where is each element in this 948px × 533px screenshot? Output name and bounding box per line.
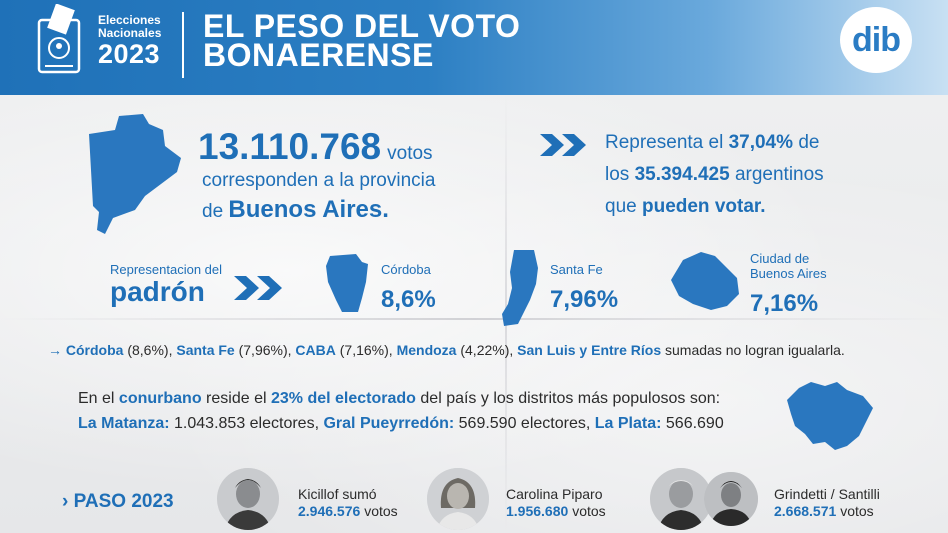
note-province: San Luis — [517, 342, 576, 358]
district-name: La Plata: — [594, 415, 662, 432]
conurbano-bold: 23% del electorado — [270, 390, 416, 407]
padron-label-big: padrón — [110, 276, 205, 307]
election-year: 2023 — [98, 39, 161, 69]
province-name-santa-fe: Santa Fe — [550, 262, 603, 277]
candidate-votes-unit: votos — [840, 503, 874, 519]
candidate-votes: 2.668.571 votos — [774, 503, 874, 519]
represents-line1: Representa el 37,04% de — [605, 132, 819, 154]
votes-line3: de Buenos Aires. — [202, 196, 389, 224]
note-province: Entre Ríos — [591, 342, 662, 358]
note-value: (7,16%), — [339, 342, 393, 358]
header-banner: Elecciones Nacionales 2023 EL PESO DEL V… — [0, 0, 948, 95]
paso-label: › PASO 2023 — [62, 491, 174, 513]
person-icon — [427, 468, 489, 530]
represents-pct: 37,04% — [728, 132, 794, 153]
represents-text: de — [798, 132, 820, 153]
candidate-name: Grindetti / Santilli — [774, 486, 880, 502]
note-province: CABA — [295, 342, 336, 358]
votes-line3-prefix: de — [202, 201, 224, 222]
candidate-votes-number: 2.668.571 — [774, 503, 837, 519]
represents-text: los — [605, 164, 630, 185]
note-province: Mendoza — [396, 342, 457, 358]
votes-number: 13.110.768 — [198, 126, 382, 167]
conurbano-text: del país y los distritos más populosos s… — [420, 390, 721, 407]
represents-line3: que pueden votar. — [605, 196, 766, 218]
header-divider — [182, 12, 184, 78]
votes-province: Buenos Aires. — [228, 196, 389, 223]
note-value: (8,6%), — [127, 342, 173, 358]
province-pct-caba: 7,16% — [750, 290, 819, 317]
santa-fe-map-icon — [502, 250, 538, 326]
candidate-votes-unit: votos — [364, 503, 398, 519]
person-icon — [704, 472, 758, 526]
avatar-santilli — [704, 472, 758, 526]
represents-text: Representa el — [605, 132, 724, 153]
paper-fold-horizontal — [0, 318, 948, 320]
district-name: La Matanza: — [78, 415, 170, 432]
note-province: Santa Fe — [176, 342, 235, 358]
note-conjunction: y — [579, 342, 588, 358]
represents-bold: pueden votar. — [641, 196, 766, 217]
ballot-box-icon — [37, 4, 81, 74]
note-province: Córdoba — [65, 342, 124, 358]
candidate-name: Carolina Piparo — [506, 486, 603, 502]
chevron-right-icon: › — [62, 491, 69, 512]
candidate-votes-number: 2.946.576 — [298, 503, 361, 519]
caba-name-line2: Buenos Aires — [750, 266, 827, 281]
padron-label-small: Representacion del — [110, 262, 223, 277]
arrow-right-icon: → — [48, 342, 62, 358]
double-chevron-icon — [540, 134, 586, 156]
candidate-votes-unit: votos — [572, 503, 606, 519]
conurbano-bold: conurbano — [118, 390, 202, 407]
page-title: EL PESO DEL VOTO BONAERENSE — [203, 8, 521, 73]
candidate-votes: 2.946.576 votos — [298, 503, 398, 519]
represents-text: argentinos — [734, 164, 824, 185]
conurbano-map-icon — [787, 382, 873, 450]
avatar-grindetti — [650, 468, 712, 530]
candidate-votes-number: 1.956.680 — [506, 503, 569, 519]
paso-text: PASO 2023 — [73, 491, 174, 512]
candidate-name: Kicillof sumó — [298, 486, 377, 502]
conurbano-text: En el — [78, 390, 115, 407]
cordoba-map-icon — [326, 254, 368, 312]
district-name: Gral Pueyrredón: — [323, 415, 455, 432]
votes-unit: votos — [387, 143, 433, 164]
caba-map-icon — [671, 252, 739, 310]
avatar-kicillof — [217, 468, 279, 530]
avatar-piparo — [427, 468, 489, 530]
election-line1: Elecciones — [98, 13, 161, 27]
candidate-votes: 1.956.680 votos — [506, 503, 606, 519]
represents-text: que — [605, 196, 637, 217]
caba-name-line1: Ciudad de — [750, 251, 810, 266]
conurbano-text: reside el — [206, 390, 267, 407]
note-value: (7,96%), — [238, 342, 292, 358]
conurbano-line1: En el conurbano reside el 23% del electo… — [78, 390, 720, 408]
dib-logo: dib — [840, 7, 912, 73]
votes-line2: corresponden a la provincia — [202, 170, 436, 191]
province-pct-santa-fe: 7,96% — [550, 286, 619, 313]
province-name-caba: Ciudad de Buenos Aires — [750, 251, 827, 281]
represents-total: 35.394.425 — [634, 164, 730, 185]
province-pct-cordoba: 8,6% — [381, 286, 436, 313]
votes-headline: 13.110.768 votos — [198, 126, 433, 168]
district-value: 569.590 electores, — [458, 415, 591, 432]
double-chevron-icon — [234, 276, 282, 300]
election-line2: Nacionales — [98, 26, 162, 40]
title-line1: EL PESO DEL VOTO — [203, 8, 521, 44]
buenos-aires-map-icon — [89, 114, 181, 234]
district-value: 566.690 — [665, 415, 724, 432]
person-icon — [217, 468, 279, 530]
note-tail: sumadas no logran igualarla. — [665, 342, 845, 358]
conurbano-line2: La Matanza: 1.043.853 electores, Gral Pu… — [78, 415, 724, 433]
district-value: 1.043.853 electores, — [174, 415, 320, 432]
provinces-note: → Córdoba (8,6%), Santa Fe (7,96%), CABA… — [48, 342, 845, 358]
dib-logo-text: dib — [852, 21, 901, 59]
note-value: (4,22%), — [460, 342, 514, 358]
province-name-cordoba: Córdoba — [381, 262, 431, 277]
title-line2: BONAERENSE — [203, 37, 434, 73]
person-icon — [650, 468, 712, 530]
represents-line2: los 35.394.425 argentinos — [605, 164, 824, 186]
election-label: Elecciones Nacionales 2023 — [98, 13, 162, 69]
